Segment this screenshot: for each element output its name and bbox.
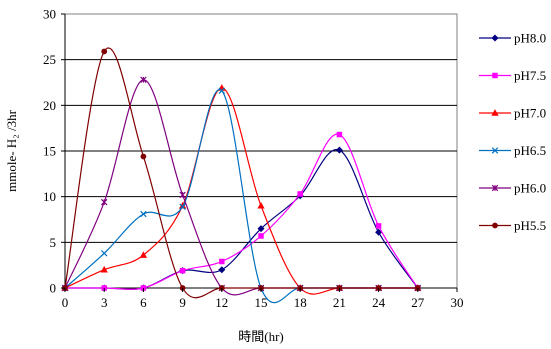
point-marker: [258, 233, 264, 239]
point-marker: [257, 201, 265, 209]
point-marker: [491, 184, 499, 192]
legend-item: pH7.0: [479, 106, 546, 121]
legend-item: pH5.5: [479, 218, 546, 233]
point-marker: [491, 34, 499, 42]
x-tick-label: 21: [333, 295, 346, 310]
point-marker: [218, 87, 226, 94]
point-marker: [179, 203, 186, 210]
x-tick-label: 6: [140, 295, 147, 310]
point-marker: [375, 223, 382, 229]
point-marker: [139, 251, 148, 258]
point-marker: [492, 72, 498, 79]
point-marker: [492, 222, 498, 229]
x-tick-label: 0: [62, 295, 69, 310]
y-tick-label: 15: [43, 144, 56, 159]
legend-item: pH6.0: [479, 181, 546, 196]
y-tick-label: 0: [50, 281, 57, 296]
point-marker: [219, 258, 225, 265]
point-marker: [140, 76, 147, 83]
point-marker: [336, 131, 343, 138]
legend-label: pH7.0: [514, 106, 546, 121]
point-marker: [297, 191, 303, 197]
y-axis-title: mmole- H₂ /3hr: [4, 109, 19, 191]
point-marker: [140, 153, 147, 160]
point-marker: [257, 225, 265, 233]
x-tick-label: 30: [451, 295, 464, 310]
x-tick-label: 12: [215, 295, 228, 310]
legend-item: pH8.0: [479, 31, 546, 46]
y-tick-label: 30: [43, 7, 56, 22]
legend-label: pH7.5: [514, 68, 546, 83]
point-marker: [101, 48, 108, 55]
point-marker: [218, 266, 226, 274]
point-marker: [179, 267, 186, 274]
y-tick-label: 5: [50, 235, 57, 250]
series-line: [65, 133, 419, 290]
x-axis-title: 時間(hr): [238, 329, 284, 344]
point-marker: [179, 191, 186, 199]
point-marker: [491, 147, 499, 154]
point-marker: [140, 210, 147, 218]
x-tick-label: 24: [372, 295, 386, 310]
legend-label: pH5.5: [514, 218, 546, 233]
legend-item: pH6.5: [479, 143, 546, 158]
y-tick-label: 10: [43, 189, 56, 204]
point-marker: [100, 250, 108, 257]
point-marker: [491, 109, 499, 116]
legend-label: pH6.5: [514, 143, 546, 158]
tick-labels: 0 3 6 9 12 15 18 21 24 27 30 0 5 10 15 20 25 30: [43, 7, 464, 311]
legend: pH8.0 pH7.5 pH7.0 pH6.5 pH6.0 pH5.5: [479, 31, 546, 233]
point-marker: [375, 228, 383, 236]
x-tick-label: 15: [255, 295, 268, 310]
x-tick-label: 3: [101, 295, 108, 310]
y-tick-label: 20: [43, 98, 56, 113]
x-tick-label: 9: [179, 295, 186, 310]
legend-label: pH6.0: [514, 181, 546, 196]
legend-label: pH8.0: [514, 31, 546, 46]
y-tick-label: 25: [43, 52, 56, 67]
x-tick-label: 18: [294, 295, 307, 310]
legend-item: pH7.5: [479, 68, 546, 83]
x-tick-label: 27: [411, 295, 425, 310]
point-marker: [100, 198, 108, 206]
point-marker: [100, 265, 108, 273]
point-marker: [335, 146, 343, 154]
